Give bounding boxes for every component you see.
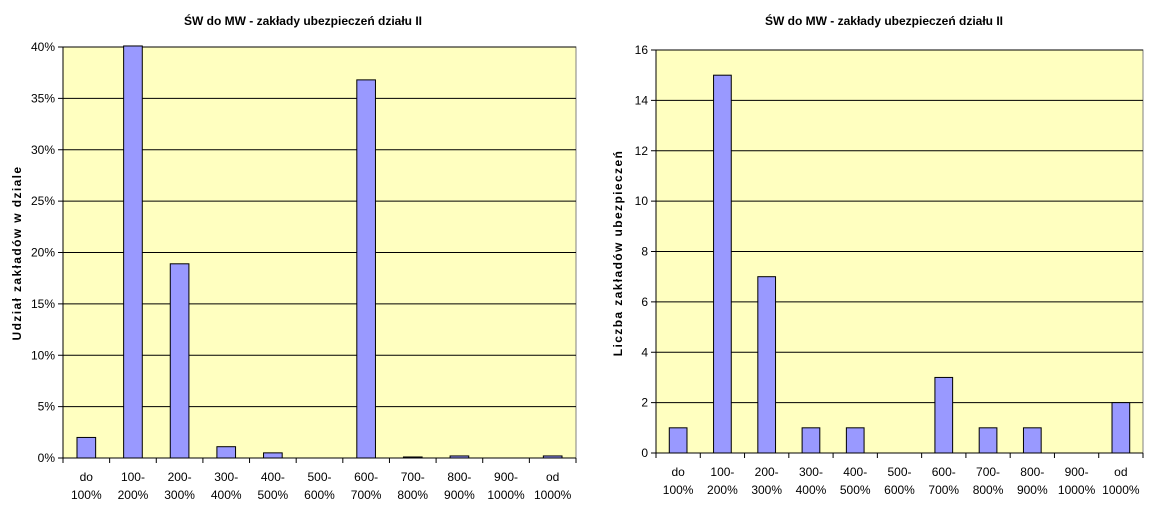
x-tick-label: od: [546, 470, 559, 484]
y-tick-label: 30%: [31, 143, 55, 157]
x-tick-label: 400%: [796, 483, 827, 497]
x-tick-label: 100-: [710, 465, 734, 479]
x-tick-label: 1000%: [1102, 483, 1140, 497]
x-tick-label: 600-: [354, 470, 378, 484]
x-tick-label: 600-: [932, 465, 956, 479]
x-tick-label: 100%: [71, 488, 102, 502]
bar: [845, 427, 865, 454]
bar: [801, 427, 821, 454]
x-tick-label: 400-: [843, 465, 867, 479]
y-axis-label: Liczba zakładów ubezpieczeń: [611, 150, 625, 357]
x-tick-label: 200-: [168, 470, 192, 484]
chart-title: ŚW do MW - zakłady ubezpieczeń działu II: [184, 13, 422, 28]
bar: [123, 45, 143, 459]
x-tick-label: 500-: [887, 465, 911, 479]
y-tick-label: 5%: [38, 400, 56, 414]
y-tick-label: 0%: [38, 451, 56, 465]
x-tick-label: 400-: [261, 470, 285, 484]
y-tick-label: 14: [635, 93, 649, 107]
x-tick-label: 300%: [751, 483, 782, 497]
x-tick-label: 800%: [397, 488, 428, 502]
x-tick-label: 1000%: [534, 488, 572, 502]
y-tick-label: 16: [635, 43, 649, 57]
x-tick-label: 700-: [401, 470, 425, 484]
chart-left: ŚW do MW - zakłady ubezpieczeń działu II…: [10, 13, 577, 502]
x-tick-label: 300%: [164, 488, 195, 502]
y-tick-label: 8: [641, 245, 648, 259]
bar: [1111, 402, 1131, 454]
x-tick-label: 1000%: [1058, 483, 1096, 497]
bar: [263, 452, 283, 459]
x-tick-label: 500-: [307, 470, 331, 484]
x-tick-label: 600%: [884, 483, 915, 497]
x-tick-label: 300-: [214, 470, 238, 484]
y-tick-label: 10%: [31, 348, 55, 362]
y-tick-label: 15%: [31, 297, 55, 311]
bar: [978, 427, 998, 454]
x-tick-label: 100%: [663, 483, 694, 497]
bar: [402, 456, 423, 459]
x-tick-label: 700%: [351, 488, 382, 502]
y-tick-label: 40%: [31, 40, 55, 54]
bar: [542, 455, 563, 459]
bar: [216, 446, 237, 459]
x-tick-label: do: [671, 465, 685, 479]
x-tick-label: 300-: [799, 465, 823, 479]
bar: [713, 74, 732, 454]
y-tick-label: 0: [641, 446, 648, 460]
x-tick-label: 200%: [707, 483, 738, 497]
x-tick-label: 200%: [118, 488, 149, 502]
x-tick-label: 600%: [304, 488, 335, 502]
x-tick-label: 100-: [121, 470, 145, 484]
x-tick-label: od: [1114, 465, 1127, 479]
y-tick-label: 25%: [31, 194, 55, 208]
x-tick-label: do: [80, 470, 94, 484]
x-tick-label: 1000%: [487, 488, 525, 502]
x-tick-label: 800-: [447, 470, 471, 484]
bar: [1022, 427, 1042, 454]
y-tick-label: 35%: [31, 91, 55, 105]
bar: [757, 276, 777, 454]
x-tick-label: 800%: [973, 483, 1004, 497]
x-tick-label: 900%: [444, 488, 475, 502]
bar: [169, 263, 190, 459]
x-tick-label: 700-: [976, 465, 1000, 479]
y-tick-label: 20%: [31, 246, 55, 260]
bar: [668, 427, 688, 454]
chart-right: ŚW do MW - zakłady ubezpieczeń działu II…: [611, 13, 1144, 497]
x-tick-label: 900%: [1017, 483, 1048, 497]
y-axis-label: Udział zakładów w dziale: [10, 166, 24, 341]
x-tick-label: 500%: [840, 483, 871, 497]
x-tick-label: 500%: [258, 488, 289, 502]
x-tick-label: 200-: [755, 465, 779, 479]
chart-title: ŚW do MW - zakłady ubezpieczeń działu II: [765, 13, 1003, 28]
bar: [76, 436, 97, 459]
y-tick-label: 6: [641, 295, 648, 309]
y-tick-label: 4: [641, 345, 648, 359]
bar: [356, 79, 376, 459]
y-tick-label: 12: [635, 144, 649, 158]
x-tick-label: 700%: [928, 483, 959, 497]
x-tick-label: 800-: [1020, 465, 1044, 479]
x-tick-label: 900-: [1065, 465, 1089, 479]
x-tick-label: 900-: [494, 470, 518, 484]
bar: [934, 376, 954, 454]
y-tick-label: 2: [641, 396, 648, 410]
x-tick-label: 400%: [211, 488, 242, 502]
y-tick-label: 10: [635, 194, 649, 208]
bar: [449, 455, 470, 459]
